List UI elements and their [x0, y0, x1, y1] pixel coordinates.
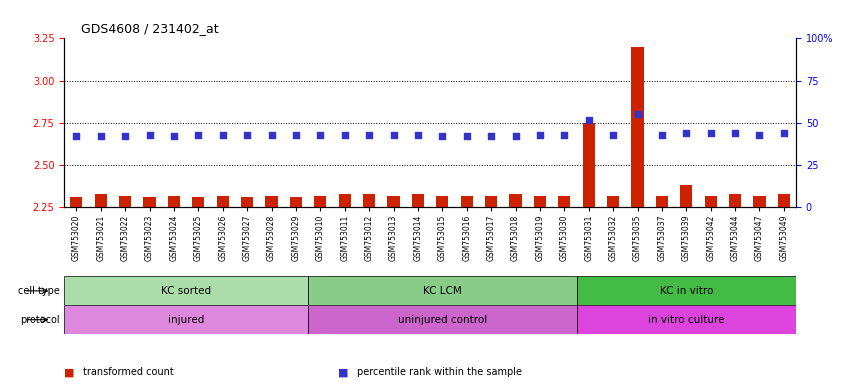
Text: in vitro culture: in vitro culture: [648, 314, 724, 325]
Bar: [241, 197, 253, 207]
Point: [192, 132, 205, 138]
Bar: [144, 197, 156, 207]
Point: [313, 132, 327, 138]
Point: [387, 132, 401, 138]
Bar: [534, 195, 546, 207]
Text: ■: ■: [64, 367, 74, 377]
Text: ■: ■: [338, 367, 348, 377]
Bar: [64, 276, 308, 305]
Text: percentile rank within the sample: percentile rank within the sample: [357, 367, 522, 377]
Point: [728, 130, 742, 136]
Bar: [607, 195, 619, 207]
Text: KC LCM: KC LCM: [423, 286, 461, 296]
Point: [362, 132, 376, 138]
Text: KC sorted: KC sorted: [161, 286, 211, 296]
Bar: [576, 305, 796, 334]
Bar: [656, 195, 668, 207]
Text: GDS4608 / 231402_at: GDS4608 / 231402_at: [81, 22, 219, 35]
Point: [752, 132, 766, 138]
Point: [680, 130, 693, 136]
Bar: [681, 185, 693, 207]
Bar: [388, 195, 400, 207]
Bar: [753, 195, 765, 207]
Bar: [265, 195, 277, 207]
Point: [606, 132, 620, 138]
Point: [167, 133, 181, 139]
Bar: [308, 305, 576, 334]
Point: [241, 132, 254, 138]
Point: [655, 132, 669, 138]
Bar: [704, 195, 716, 207]
Text: uninjured control: uninjured control: [398, 314, 487, 325]
Bar: [217, 195, 229, 207]
Bar: [168, 195, 180, 207]
Point: [777, 130, 791, 136]
Bar: [729, 194, 741, 207]
Bar: [339, 194, 351, 207]
Point: [508, 133, 522, 139]
Bar: [558, 195, 570, 207]
Point: [582, 116, 596, 122]
Point: [216, 132, 229, 138]
Bar: [437, 195, 449, 207]
Text: KC in vitro: KC in vitro: [660, 286, 713, 296]
Bar: [290, 197, 302, 207]
Point: [94, 133, 108, 139]
Point: [533, 132, 547, 138]
Bar: [576, 276, 796, 305]
Point: [411, 132, 425, 138]
Point: [436, 133, 449, 139]
Bar: [193, 197, 205, 207]
Bar: [363, 194, 375, 207]
Text: cell type: cell type: [18, 286, 60, 296]
Point: [289, 132, 303, 138]
Bar: [412, 194, 424, 207]
Point: [557, 132, 571, 138]
Text: transformed count: transformed count: [83, 367, 174, 377]
Bar: [461, 195, 473, 207]
Bar: [95, 194, 107, 207]
Bar: [509, 194, 521, 207]
Point: [265, 132, 278, 138]
Bar: [64, 305, 308, 334]
Text: protocol: protocol: [21, 314, 60, 325]
Point: [118, 133, 132, 139]
Bar: [308, 276, 576, 305]
Point: [143, 132, 157, 138]
Bar: [70, 197, 82, 207]
Point: [704, 130, 717, 136]
Point: [460, 133, 473, 139]
Bar: [632, 47, 644, 207]
Point: [484, 133, 498, 139]
Bar: [583, 123, 595, 207]
Point: [69, 133, 83, 139]
Point: [338, 132, 352, 138]
Bar: [119, 195, 131, 207]
Point: [631, 111, 645, 118]
Text: injured: injured: [168, 314, 205, 325]
Bar: [778, 194, 790, 207]
Bar: [485, 195, 497, 207]
Bar: [314, 195, 326, 207]
